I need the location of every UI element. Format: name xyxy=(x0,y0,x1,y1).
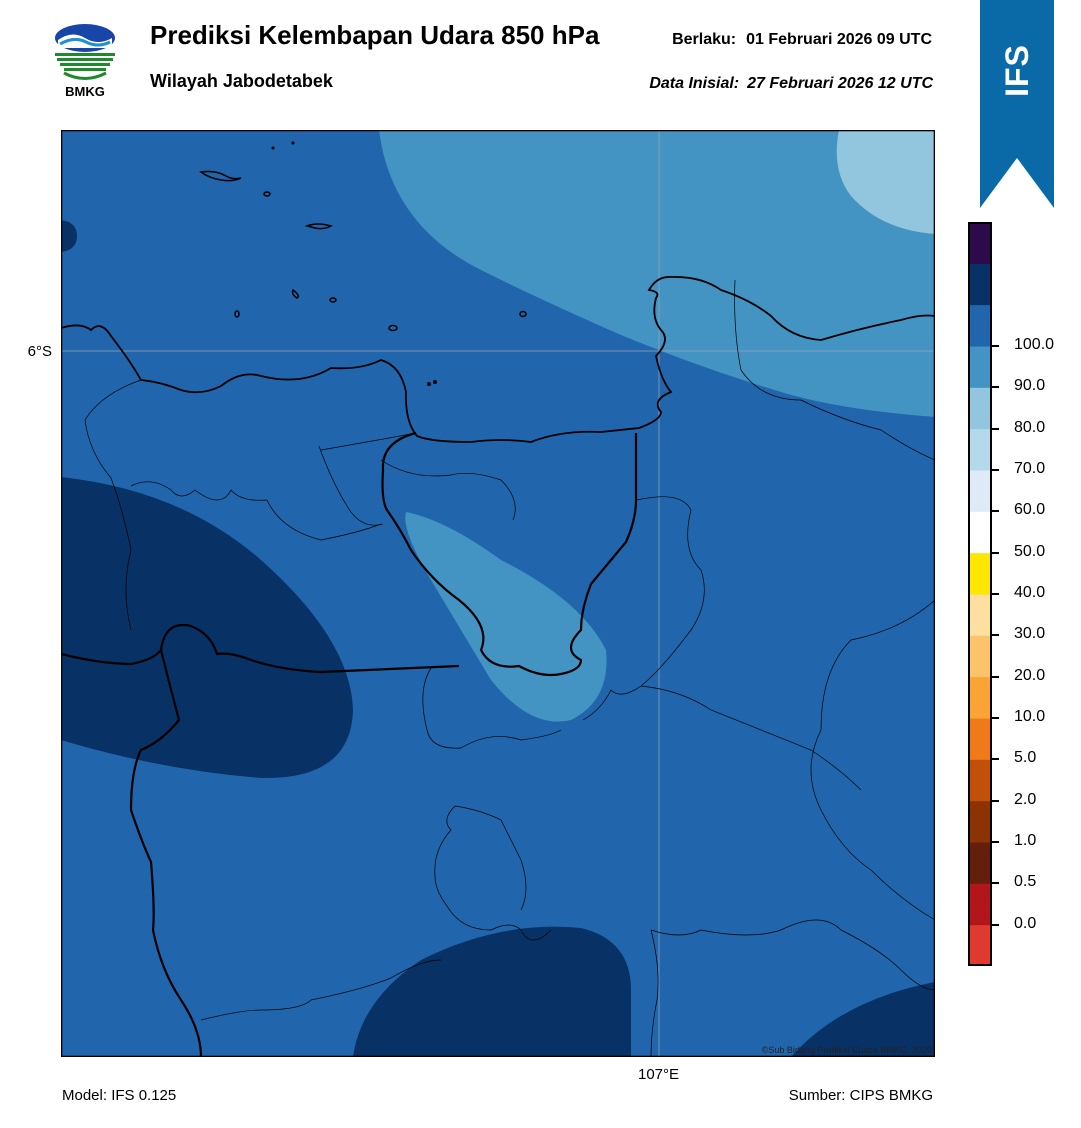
humidity-map xyxy=(61,130,935,1057)
valid-value: 01 Februari 2026 09 UTC xyxy=(746,31,932,48)
colorbar-tick xyxy=(992,717,999,719)
valid-label: Berlaku: xyxy=(672,31,737,48)
colorbar-label: 5.0 xyxy=(1014,749,1037,767)
colorbar-segment xyxy=(968,594,992,636)
page-title: Prediksi Kelembapan Udara 850 hPa xyxy=(150,20,600,50)
colorbar-segment xyxy=(968,676,992,719)
region-subtitle: Wilayah Jabodetabek xyxy=(150,71,333,91)
colorbar-segment xyxy=(968,718,992,760)
colorbar-tick xyxy=(992,386,999,389)
init-value: 27 Februari 2026 12 UTC xyxy=(747,75,933,92)
colorbar-segment xyxy=(968,263,992,306)
colorbar-segment xyxy=(968,842,992,884)
colorbar-segment xyxy=(968,800,992,843)
colorbar-segment xyxy=(968,222,992,264)
colorbar xyxy=(968,222,992,966)
colorbar-label: 20.0 xyxy=(1014,666,1046,684)
colorbar-label: 0.0 xyxy=(1014,914,1037,932)
colorbar-tick xyxy=(992,758,999,761)
colorbar-segment xyxy=(968,387,992,430)
colorbar-segment xyxy=(968,635,992,678)
colorbar-segment xyxy=(968,552,992,595)
colorbar-label: 40.0 xyxy=(1014,584,1046,601)
colorbar-label: 2.0 xyxy=(1014,790,1037,808)
colorbar-segment xyxy=(968,511,992,554)
bmkg-logo-icon xyxy=(55,24,115,80)
colorbar-tick xyxy=(992,923,999,926)
colorbar-tick xyxy=(992,427,999,430)
map-credit: ©Sub Bidang Prediksi Cuaca BMKG, 2020 xyxy=(761,1045,932,1055)
init-time: Data Inisial: 27 Februari 2026 12 UTC xyxy=(649,75,933,93)
colorbar-tick xyxy=(992,882,999,885)
colorbar-tick xyxy=(992,675,999,678)
colorbar-label: 60.0 xyxy=(1014,501,1046,519)
colorbar-label: 50.0 xyxy=(1014,542,1046,560)
colorbar-segment xyxy=(968,883,992,926)
colorbar-label: 70.0 xyxy=(1014,460,1046,477)
longitude-label: 107°E xyxy=(638,1066,680,1083)
source-label: Sumber: CIPS BMKG xyxy=(788,1087,933,1104)
colorbar-tick xyxy=(992,593,999,595)
colorbar-label: 10.0 xyxy=(1014,708,1046,725)
init-label: Data Inisial: xyxy=(649,75,740,92)
logo-text: BMKG xyxy=(65,84,105,99)
colorbar-segment xyxy=(968,304,992,347)
colorbar-segment xyxy=(968,346,992,388)
colorbar-label: 100.0 xyxy=(1014,336,1055,353)
colorbar-label: 80.0 xyxy=(1014,418,1046,436)
colorbar-label: 30.0 xyxy=(1014,625,1046,643)
colorbar-segment xyxy=(968,470,992,512)
colorbar-tick xyxy=(992,634,999,637)
valid-time: Berlaku: 01 Februari 2026 09 UTC xyxy=(672,31,932,49)
colorbar-tick xyxy=(992,799,999,802)
colorbar-tick xyxy=(992,551,999,554)
colorbar-segment xyxy=(968,428,992,471)
colorbar-tick xyxy=(992,345,999,347)
colorbar-label: 90.0 xyxy=(1014,377,1046,395)
colorbar-segment xyxy=(968,759,992,802)
colorbar-segment xyxy=(968,924,992,966)
colorbar-tick xyxy=(992,841,999,843)
ifs-ribbon xyxy=(980,0,1054,208)
latitude-label: 6°S xyxy=(27,343,52,360)
colorbar-tick xyxy=(992,469,999,471)
ribbon-label: IFS xyxy=(998,43,1035,97)
colorbar-tick xyxy=(992,510,999,513)
colorbar-label: 0.5 xyxy=(1014,873,1037,891)
model-label: Model: IFS 0.125 xyxy=(62,1087,177,1104)
colorbar-label: 1.0 xyxy=(1014,832,1037,849)
